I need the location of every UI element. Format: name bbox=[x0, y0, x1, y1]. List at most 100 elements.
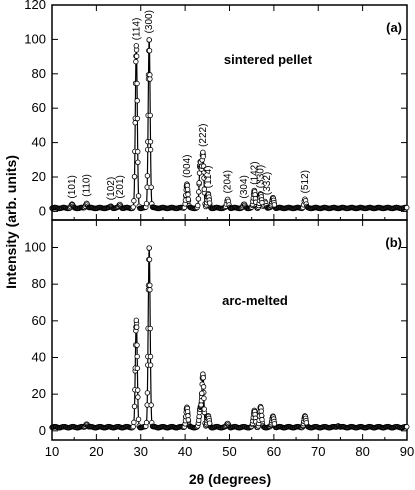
panel-b-sample-label: arc-melted bbox=[222, 293, 288, 308]
panel-a-label: (a) bbox=[386, 20, 402, 35]
data-point bbox=[143, 200, 150, 207]
data-point bbox=[143, 419, 150, 426]
data-point bbox=[135, 193, 142, 199]
y-tick-label: 20 bbox=[32, 386, 46, 401]
x-tick-label: 10 bbox=[45, 444, 59, 459]
data-point bbox=[147, 362, 154, 368]
peak-annotation: (101) bbox=[67, 175, 78, 198]
data-point bbox=[131, 403, 138, 410]
data-point bbox=[147, 139, 154, 145]
peak-annotation: (114) bbox=[203, 166, 214, 189]
peak-annotation: (110) bbox=[82, 174, 93, 197]
data-point bbox=[134, 342, 140, 348]
data-point bbox=[196, 189, 202, 195]
data-point bbox=[144, 173, 151, 179]
data-point bbox=[200, 153, 206, 160]
data-point bbox=[206, 200, 213, 206]
y-tick-label: 40 bbox=[32, 350, 46, 365]
data-point bbox=[259, 199, 265, 206]
x-tick-label: 70 bbox=[311, 444, 325, 459]
y-tick-label: 20 bbox=[32, 169, 46, 184]
data-point bbox=[148, 402, 154, 408]
data-point bbox=[200, 375, 206, 381]
data-point bbox=[135, 159, 141, 165]
panel-b-pattern bbox=[49, 245, 410, 431]
data-point bbox=[134, 98, 140, 104]
peak-annotation: (332) bbox=[262, 172, 273, 195]
peak-annotation: (004) bbox=[182, 155, 193, 178]
data-point bbox=[147, 325, 153, 332]
panel-a-ticks: 0 20 40 60 80 100 120 bbox=[24, 0, 408, 220]
data-point bbox=[144, 390, 151, 396]
peak-annotation: (304) bbox=[239, 175, 250, 198]
data-point bbox=[135, 387, 141, 393]
data-point bbox=[146, 47, 153, 54]
data-point bbox=[147, 112, 153, 119]
data-point bbox=[201, 406, 207, 412]
data-point bbox=[135, 149, 141, 155]
x-tick-label: 60 bbox=[267, 444, 281, 459]
panel-a-pattern bbox=[49, 37, 410, 212]
x-tick-label: 30 bbox=[134, 444, 148, 459]
data-point bbox=[131, 173, 138, 180]
data-point bbox=[133, 58, 139, 65]
x-tick-label: 90 bbox=[400, 444, 414, 459]
x-tick-label: 20 bbox=[89, 444, 103, 459]
data-point bbox=[200, 384, 207, 390]
y-tick-label: 80 bbox=[32, 276, 46, 291]
x-tick-label: 50 bbox=[222, 444, 236, 459]
panel-b-frame bbox=[51, 219, 408, 441]
data-point bbox=[134, 353, 140, 360]
data-point bbox=[271, 202, 278, 208]
data-point bbox=[195, 202, 201, 209]
peak-annotation: (330) bbox=[256, 165, 267, 188]
data-point bbox=[135, 416, 142, 423]
data-point bbox=[199, 390, 205, 397]
data-point bbox=[147, 353, 154, 360]
data-point bbox=[131, 198, 137, 204]
panel-b-label: (b) bbox=[385, 235, 402, 250]
peak-annotation: (222) bbox=[198, 124, 209, 147]
panel-a-annotations: (101) (110) (102)(201)(114) (300)(004)(222)… bbox=[67, 10, 311, 200]
data-point bbox=[130, 423, 136, 430]
peak-annotation: (512) bbox=[300, 170, 311, 193]
data-point bbox=[200, 163, 207, 169]
peak-annotation: (204) bbox=[223, 170, 234, 193]
data-point bbox=[201, 175, 207, 181]
peak-annotation: (102) bbox=[106, 177, 117, 200]
data-point bbox=[133, 324, 140, 330]
data-point bbox=[134, 80, 140, 87]
y-tick-label: 100 bbox=[24, 240, 46, 255]
peak-annotation: (300) bbox=[144, 10, 155, 33]
peak-annotation: (114) bbox=[131, 18, 142, 41]
data-point bbox=[184, 186, 191, 193]
data-point bbox=[148, 184, 154, 190]
data-point bbox=[404, 204, 410, 211]
y-tick-label: 0 bbox=[39, 203, 46, 218]
y-tick-label: 60 bbox=[32, 313, 46, 328]
peak-annotation: (142) bbox=[249, 161, 260, 184]
data-point bbox=[258, 408, 264, 414]
data-point bbox=[185, 417, 192, 423]
data-point bbox=[303, 420, 310, 426]
data-point bbox=[196, 180, 202, 186]
data-point bbox=[147, 76, 153, 82]
data-point bbox=[206, 420, 213, 426]
y-tick-label: 60 bbox=[32, 100, 46, 115]
y-tick-label: 0 bbox=[39, 423, 46, 438]
data-point bbox=[135, 394, 141, 400]
pattern-line bbox=[51, 248, 408, 429]
y-tick-label: 100 bbox=[24, 31, 46, 46]
peak-annotation: (201) bbox=[115, 175, 126, 198]
data-point bbox=[201, 395, 207, 402]
data-point bbox=[133, 317, 140, 324]
y-tick-label: 40 bbox=[32, 135, 46, 150]
data-point bbox=[195, 196, 202, 202]
data-point bbox=[185, 191, 191, 198]
x-tick-label: 80 bbox=[355, 444, 369, 459]
y-axis-title: Intensity (arb. units) bbox=[3, 155, 19, 289]
data-point bbox=[133, 43, 140, 49]
panel-a-sample-label: sintered pellet bbox=[224, 52, 313, 67]
data-point bbox=[147, 287, 153, 293]
